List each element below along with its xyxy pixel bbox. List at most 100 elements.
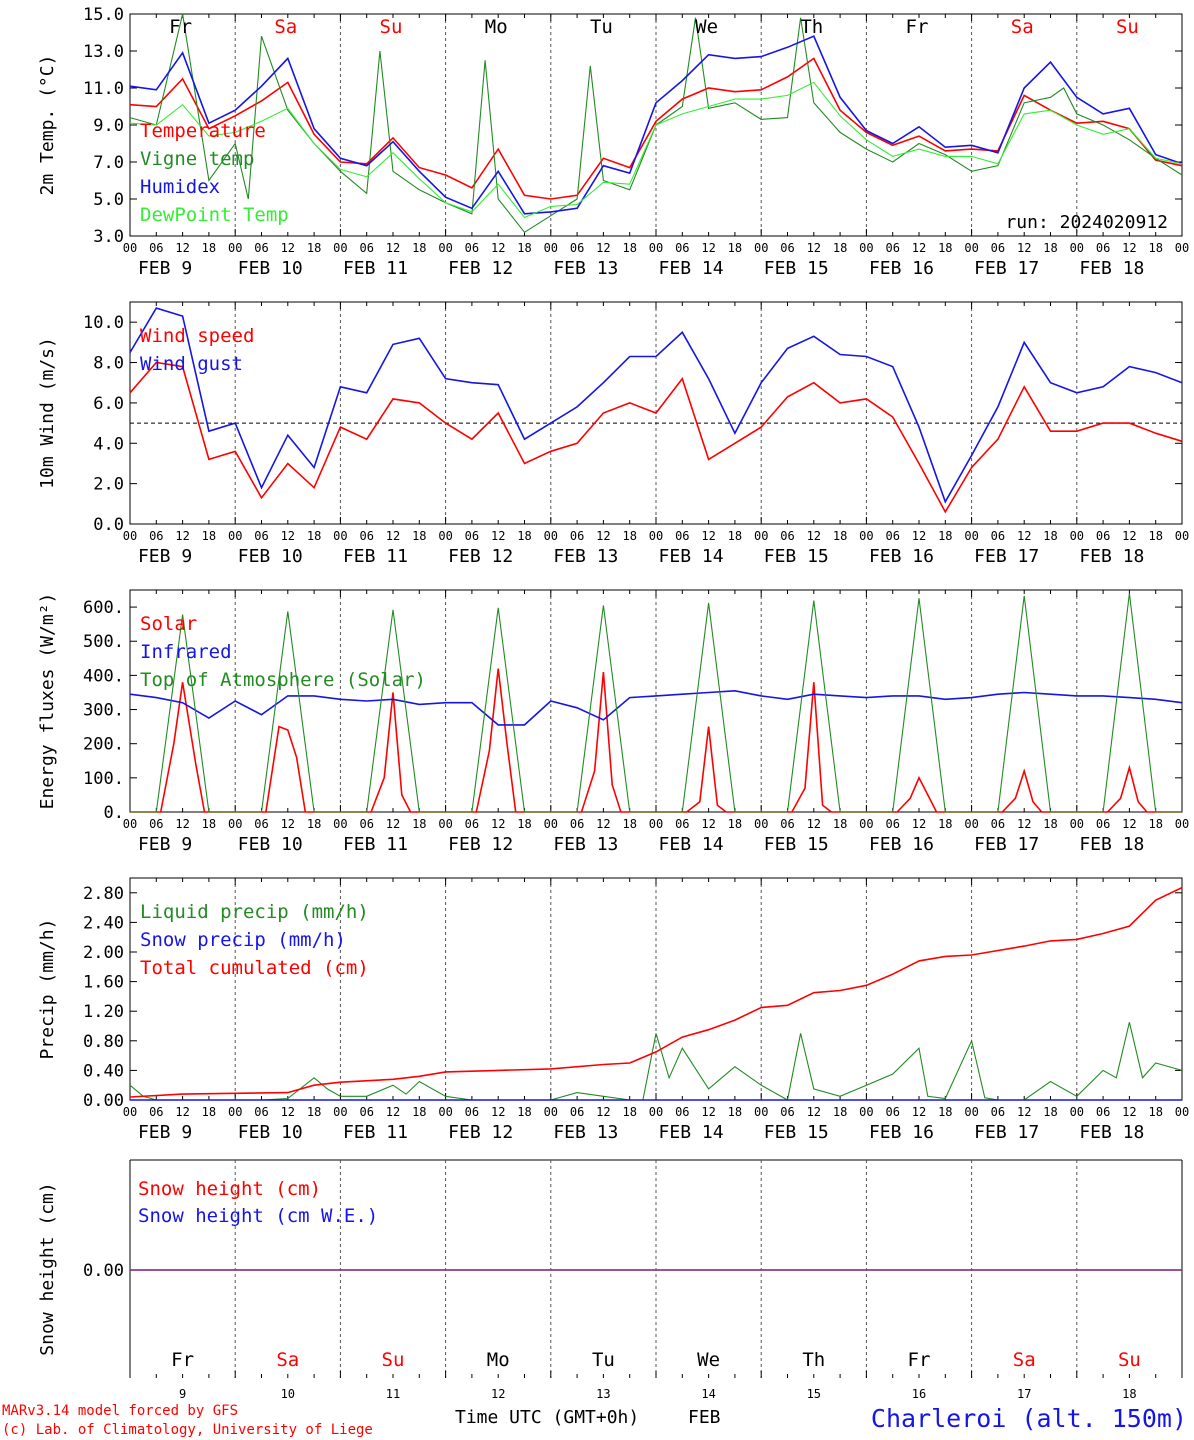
y-tick-label: 0.00 (83, 1261, 124, 1281)
weekday-label: We (697, 1349, 720, 1371)
hour-tick-label: 06 (359, 1105, 373, 1119)
hour-tick-label: 18 (307, 241, 321, 255)
hour-tick-label: 18 (1043, 1105, 1057, 1119)
legend-entry: Total cumulated (cm) (140, 957, 369, 979)
y-tick-label: 500. (83, 632, 124, 652)
hour-tick-label: 06 (359, 817, 373, 831)
legend-entry: Wind gust (140, 353, 243, 375)
hour-tick-label: 12 (386, 241, 400, 255)
hour-tick-label: 18 (412, 241, 426, 255)
hour-tick-label: 00 (1070, 529, 1084, 543)
hour-tick-label: 00 (859, 817, 873, 831)
hour-tick-label: 00 (964, 817, 978, 831)
hour-tick-label: 06 (885, 529, 899, 543)
hour-tick-label: 00 (649, 529, 663, 543)
date-label: FEB 9 (138, 1122, 192, 1143)
hour-tick-label: 12 (807, 1105, 821, 1119)
date-label: FEB 13 (553, 546, 618, 567)
hour-tick-label: 18 (938, 241, 952, 255)
hour-tick-label: 00 (438, 817, 452, 831)
hour-tick-label: 18 (622, 241, 636, 255)
hour-tick-label: 00 (1175, 241, 1189, 255)
panel-1: 00 06 12 18 00 06 12 18 00 06 12 18 00 06 12 18 00 06 12 18… (37, 5, 1189, 279)
day-number-label: 14 (701, 1387, 715, 1401)
date-label: FEB 17 (974, 546, 1039, 567)
hour-tick-label: 00 (123, 529, 137, 543)
hour-tick-label: 00 (228, 529, 242, 543)
legend-entry: Vigne temp (140, 148, 254, 170)
hour-tick-label: 06 (254, 1105, 268, 1119)
weekday-label: Th (800, 16, 823, 38)
hour-tick-label: 06 (149, 817, 163, 831)
hour-tick-label: 06 (465, 817, 479, 831)
hour-tick-label: 00 (438, 241, 452, 255)
hour-tick-label: 18 (833, 1105, 847, 1119)
y-axis-label: Snow height (cm) (37, 1182, 58, 1355)
hour-tick-label: 00 (754, 1105, 768, 1119)
legend-entry: Top of Atmosphere (Solar) (140, 669, 426, 691)
hour-tick-label: 18 (622, 817, 636, 831)
hour-tick-label: 06 (1096, 241, 1110, 255)
weekday-label: Su (1116, 16, 1139, 38)
hour-tick-label: 18 (517, 817, 531, 831)
hour-tick-label: 00 (228, 241, 242, 255)
hour-tick-label: 06 (780, 241, 794, 255)
hour-tick-label: 12 (386, 817, 400, 831)
hour-tick-label: 12 (491, 1105, 505, 1119)
series-line-wind-speed (129, 361, 1183, 514)
hour-tick-label: 12 (1017, 241, 1031, 255)
y-tick-label: 300. (83, 701, 124, 721)
hour-tick-label: 00 (859, 529, 873, 543)
hour-tick-label: 00 (333, 241, 347, 255)
panels: 00 06 12 18 00 06 12 18 00 06 12 18 00 06 12 18 00 06 12 18… (37, 5, 1189, 1401)
hour-tick-label: 06 (149, 529, 163, 543)
hour-tick-label: 06 (254, 529, 268, 543)
hour-tick-label: 18 (202, 241, 216, 255)
hour-tick-label: 06 (885, 241, 899, 255)
y-tick-label: 2.00 (83, 943, 124, 963)
hour-tick-label: 18 (202, 529, 216, 543)
panel-5: 0.00 Snow height (cm) Snow height (cm) Snow… (37, 1159, 1183, 1401)
day-number-label: 13 (596, 1387, 610, 1401)
hour-tick-label: 00 (1175, 1105, 1189, 1119)
hour-tick-label: 18 (833, 817, 847, 831)
weekday-label: Fr (171, 1349, 194, 1371)
hour-tick-label: 12 (1017, 1105, 1031, 1119)
hour-tick-label: 18 (1043, 241, 1057, 255)
date-label: FEB 10 (238, 546, 303, 567)
hour-tick-label: 06 (991, 817, 1005, 831)
date-label: FEB 9 (138, 834, 192, 855)
hour-tick-label: 00 (1175, 529, 1189, 543)
hour-tick-label: 12 (596, 529, 610, 543)
date-label: FEB 11 (343, 834, 408, 855)
run-label: run: 2024020912 (1005, 212, 1168, 233)
hour-tick-label: 18 (1148, 241, 1162, 255)
legend-entry: Humidex (140, 176, 220, 198)
series-line-humidex (129, 35, 1183, 215)
hour-tick-label: 12 (175, 1105, 189, 1119)
day-number-label: 15 (807, 1387, 821, 1401)
date-label: FEB 10 (238, 1122, 303, 1143)
hour-tick-label: 06 (675, 1105, 689, 1119)
hour-tick-label: 00 (333, 817, 347, 831)
hour-tick-label: 18 (1043, 529, 1057, 543)
hour-tick-label: 06 (149, 1105, 163, 1119)
hour-tick-label: 18 (728, 241, 742, 255)
date-label: FEB 15 (764, 1122, 829, 1143)
hour-tick-label: 12 (386, 1105, 400, 1119)
hour-tick-label: 00 (544, 529, 558, 543)
hour-tick-label: 06 (780, 817, 794, 831)
hour-tick-label: 12 (175, 241, 189, 255)
hour-tick-label: 12 (912, 529, 926, 543)
date-label: FEB 11 (343, 258, 408, 279)
hour-tick-label: 06 (359, 529, 373, 543)
date-label: FEB 11 (343, 546, 408, 567)
date-label: FEB 17 (974, 258, 1039, 279)
weekday-label: Su (382, 1349, 405, 1371)
panel-3: 00 06 12 18 00 06 12 18 00 06 12 18 00 06 12 18 00 06 12 18… (37, 589, 1189, 855)
hour-tick-label: 18 (938, 529, 952, 543)
hour-tick-label: 18 (1148, 817, 1162, 831)
day-number-label: 11 (386, 1387, 400, 1401)
y-tick-label: 8.0 (93, 354, 124, 374)
hour-tick-label: 12 (1122, 241, 1136, 255)
